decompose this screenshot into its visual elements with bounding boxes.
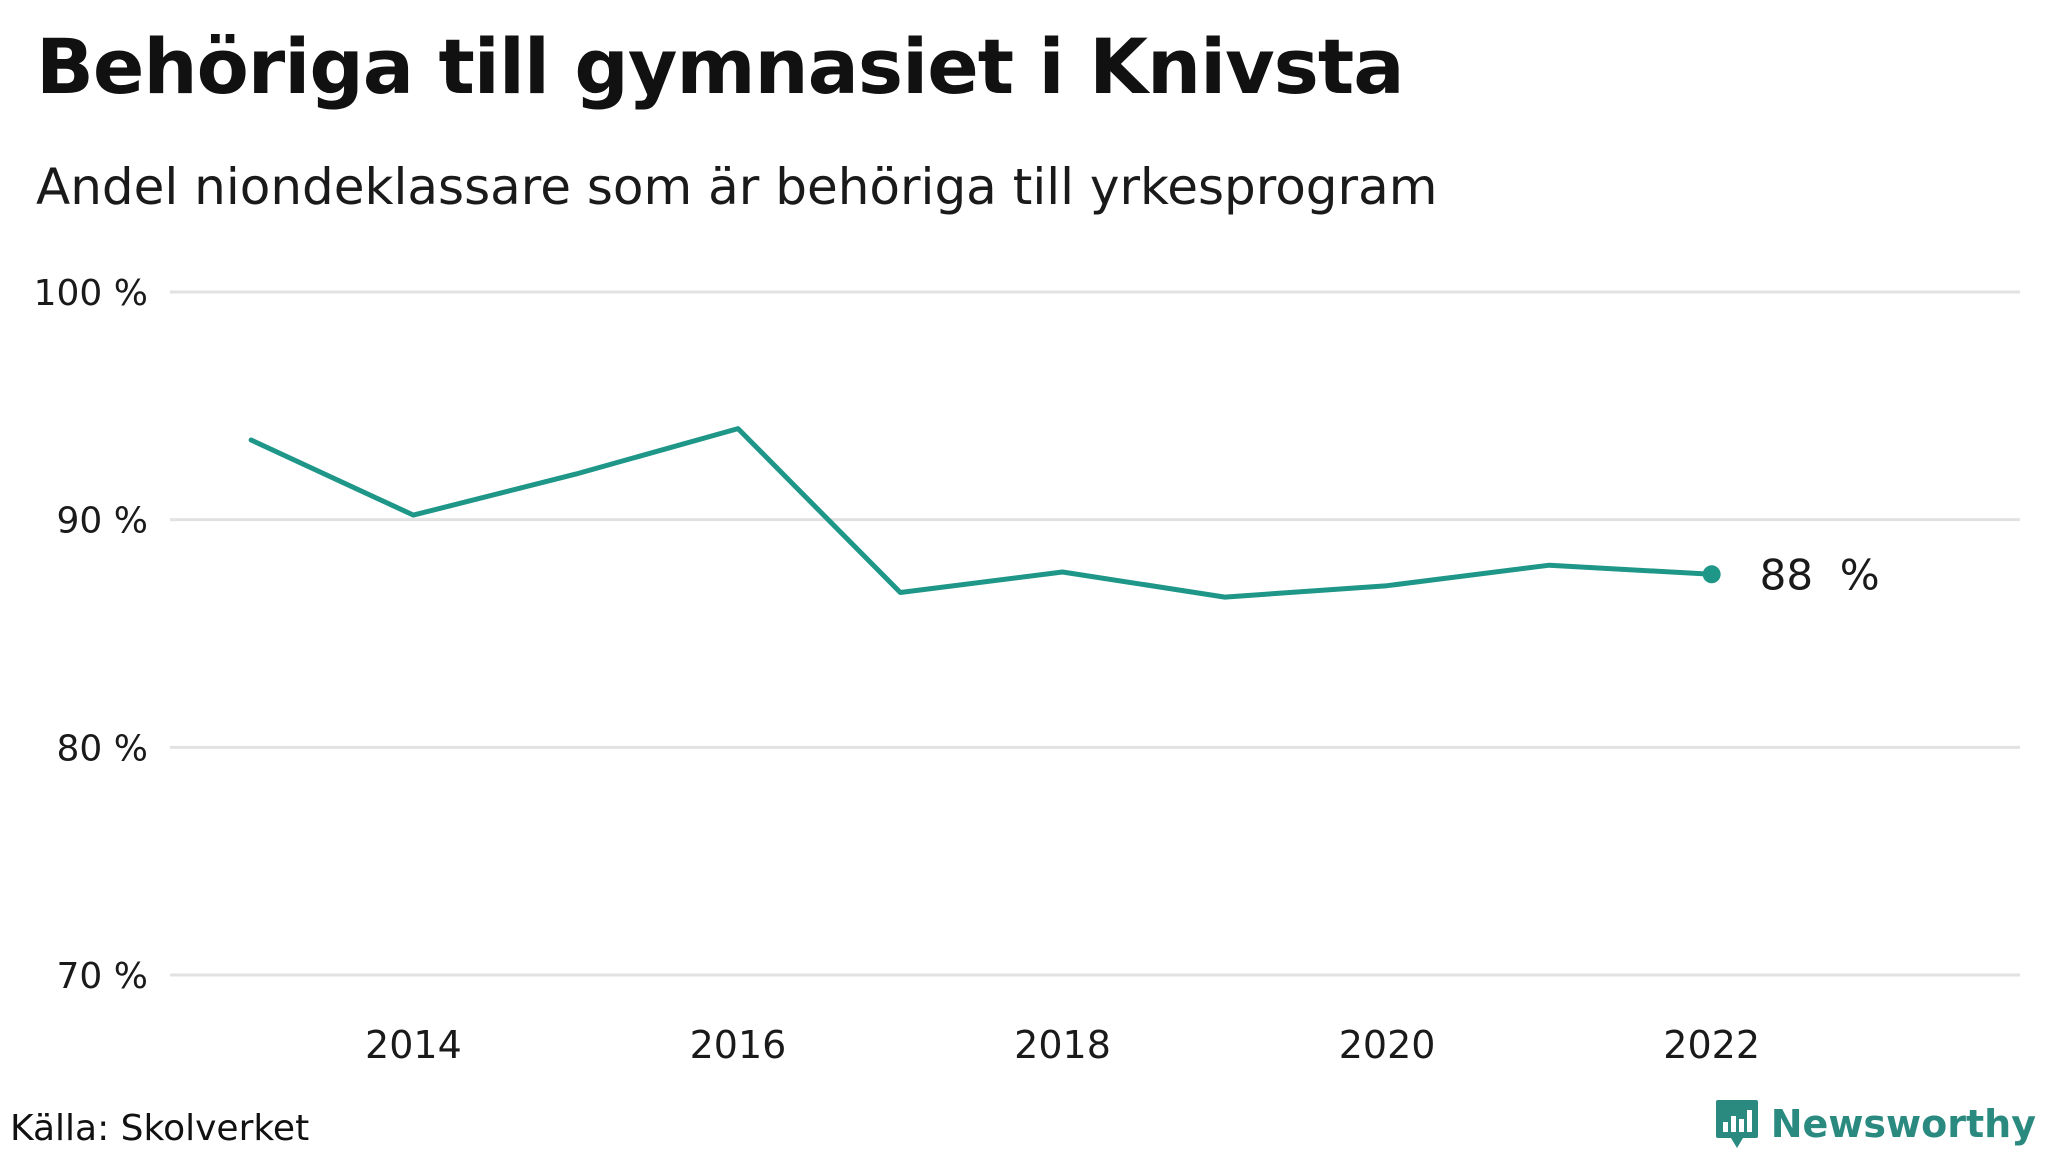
end-point-marker xyxy=(1702,565,1721,584)
y-tick-label: 90 % xyxy=(57,501,148,542)
series-line xyxy=(248,426,1715,600)
y-tick-label: 80 % xyxy=(57,728,148,769)
chart-subtitle: Andel niondeklassare som är behöriga til… xyxy=(36,158,1438,216)
x-tick-label: 2018 xyxy=(1014,1023,1111,1067)
brand-logo: Newsworthy xyxy=(1715,1098,2036,1150)
chart-title: Behöriga till gymnasiet i Knivsta xyxy=(36,22,1405,111)
end-value-label: 88 % xyxy=(1760,550,1880,599)
y-tick-label: 70 % xyxy=(57,956,148,997)
x-tick-label: 2014 xyxy=(365,1023,462,1067)
x-tick-label: 2016 xyxy=(690,1023,787,1067)
brand-name: Newsworthy xyxy=(1770,1102,2036,1146)
x-tick-label: 2022 xyxy=(1663,1023,1760,1067)
x-tick-label: 2020 xyxy=(1339,1023,1436,1067)
line-chart: 70 % 80 % 90 % 100 % 2014 2016 2018 2020 2022 88 … xyxy=(34,273,2020,1067)
source-note: Källa: Skolverket xyxy=(10,1108,310,1149)
y-tick-label: 100 % xyxy=(34,273,148,314)
bar-chart-icon xyxy=(1715,1100,1758,1148)
